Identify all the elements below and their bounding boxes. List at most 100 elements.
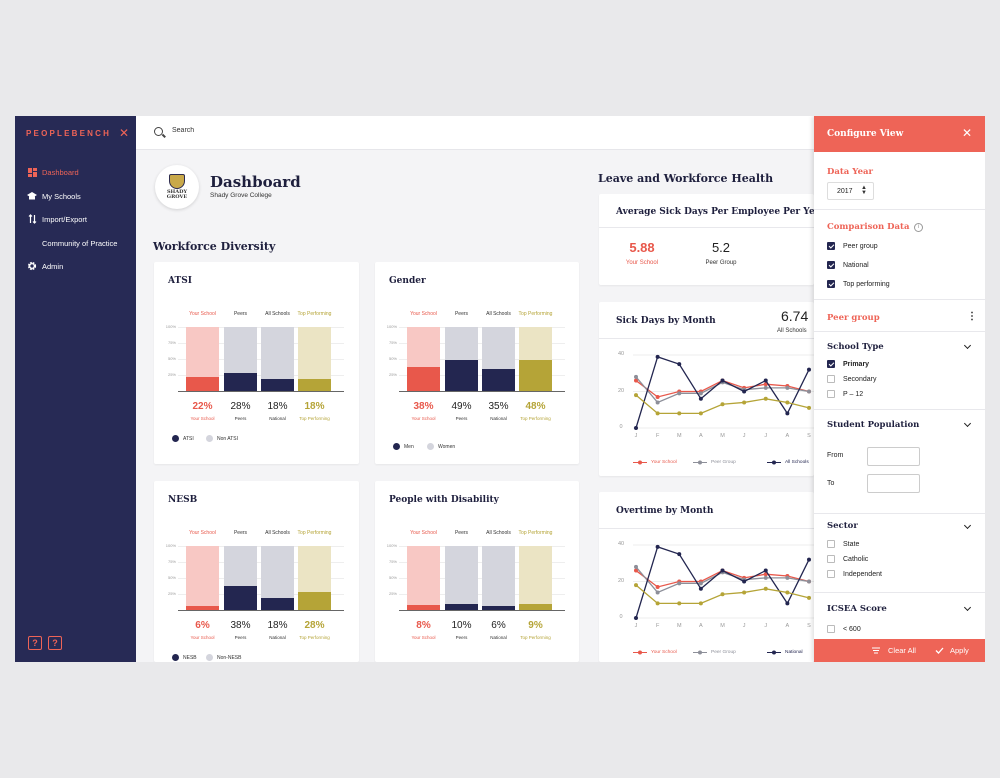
data-point (763, 586, 768, 591)
bar-value: 28% (304, 620, 325, 631)
page-title: Dashboard (210, 173, 301, 191)
data-point (634, 616, 638, 620)
line-chart (633, 544, 814, 620)
bar (519, 360, 552, 391)
data-point (677, 552, 682, 557)
chevron-up-down-icon: ▲ ▼ (861, 185, 867, 196)
bar-value-label: Your School (190, 635, 215, 640)
checkbox-icon (827, 375, 835, 383)
column-header: Your School (410, 530, 437, 536)
data-point (677, 362, 682, 367)
bar (261, 379, 294, 391)
sidebar-item-my-schools[interactable]: My Schools (27, 189, 81, 203)
metric-your-school-value: 5.88 (629, 240, 655, 255)
info-icon[interactable]: i (914, 223, 923, 232)
average-sick-days-card: Average Sick Days Per Employee Per Year … (599, 194, 814, 285)
checkbox-icon (827, 540, 835, 548)
bar-value-label: Top Performing (520, 416, 551, 421)
brand-logo: PEOPLEBENCH (26, 129, 112, 138)
population-from-input[interactable] (867, 447, 920, 466)
checkbox-catholic[interactable]: Catholic (827, 555, 868, 563)
checkbox-p-12[interactable]: P – 12 (827, 390, 863, 398)
help-icon[interactable]: ? (28, 636, 42, 650)
data-point (785, 601, 790, 606)
checkbox-state[interactable]: State (827, 540, 859, 548)
data-point (634, 393, 638, 398)
sidebar-item-admin[interactable]: Admin (27, 259, 63, 273)
legend-item: Your School (633, 460, 677, 465)
chevron-down-icon[interactable] (963, 521, 972, 530)
checkbox-icon (827, 360, 835, 368)
y-tick-label: 50% (388, 575, 397, 580)
bar-background (298, 546, 331, 610)
sidebar-item-community-of-practice[interactable]: Community of Practice (27, 236, 117, 250)
sidebar-item-dashboard[interactable]: Dashboard (27, 165, 79, 179)
data-point (807, 367, 811, 372)
chevron-down-icon[interactable] (963, 341, 972, 350)
x-tick-label: M (720, 623, 725, 629)
x-tick-label: M (720, 433, 725, 439)
chevron-down-icon[interactable] (963, 603, 972, 612)
data-point (634, 583, 638, 588)
legend-item: Men (393, 443, 414, 450)
data-point (720, 568, 725, 573)
checkbox-icon (827, 555, 835, 563)
series-line (635, 355, 810, 429)
sort-arrows-icon (27, 214, 37, 224)
clear-all-button[interactable]: Clear All (872, 646, 916, 655)
checkbox-icon (827, 570, 835, 578)
y-tick-label: 100% (165, 543, 176, 548)
big-value-label: All Schools (777, 328, 807, 334)
data-point (655, 590, 660, 595)
data-point (655, 354, 660, 359)
panel-header: Configure View ✕ (814, 116, 985, 152)
checkbox-national[interactable]: National (827, 261, 869, 269)
data-point (634, 568, 638, 573)
checkbox-icon (827, 242, 835, 250)
data-point (785, 590, 790, 595)
data-point (720, 402, 725, 407)
y-tick-label: 75% (388, 340, 397, 345)
sidebar-item-label: Community of Practice (42, 238, 118, 248)
data-point (655, 394, 660, 399)
column-header: Top Performing (297, 530, 332, 536)
bar-value: 48% (525, 401, 546, 412)
y-tick-label: 75% (167, 340, 176, 345)
checkbox-top-performing[interactable]: Top performing (827, 280, 890, 288)
data-point (677, 411, 682, 416)
bar-value: 28% (230, 401, 251, 412)
bar-background (519, 327, 552, 391)
legend-item: Non-NESB (206, 654, 241, 661)
sidebar-item-import-export[interactable]: Import/Export (27, 212, 87, 226)
x-tick-label: A (785, 623, 790, 629)
overtime-by-month-card: Overtime by Month 40 20 0 J F M A M J J A S Your Scho… (599, 492, 814, 662)
from-label: From (827, 452, 844, 459)
checkbox-independent[interactable]: Independent (827, 570, 882, 578)
data-point (698, 411, 703, 416)
checkbox-peer-group[interactable]: Peer group (827, 242, 878, 250)
column-header: Peers (454, 311, 469, 317)
y-tick-label: 20 (617, 577, 625, 584)
data-point (634, 564, 638, 569)
close-icon[interactable]: ✕ (962, 126, 973, 140)
help-icon[interactable]: ? (48, 636, 62, 650)
column-header: All Schools (265, 530, 290, 536)
bar-value-label: Peers (234, 416, 247, 421)
chevron-down-icon[interactable] (963, 419, 972, 428)
panel-footer: Clear All Apply (814, 639, 985, 662)
more-options-icon[interactable]: ⋮ (967, 311, 977, 322)
checkbox-secondary[interactable]: Secondary (827, 375, 876, 383)
bar-value: 22% (192, 401, 213, 412)
apply-button[interactable]: Apply (935, 646, 969, 655)
data-point (763, 385, 768, 390)
data-point (807, 595, 811, 600)
checkbox-primary[interactable]: Primary (827, 360, 869, 368)
close-icon[interactable]: ✕ (119, 126, 130, 140)
search-input[interactable] (172, 127, 472, 134)
bar (186, 606, 219, 610)
population-to-input[interactable] (867, 474, 920, 493)
bar-value-label: National (490, 416, 507, 421)
bar (445, 359, 478, 391)
checkbox-icsea-under-600[interactable]: < 600 (827, 625, 861, 633)
data-year-select[interactable]: 2017 ▲ ▼ (827, 182, 874, 200)
